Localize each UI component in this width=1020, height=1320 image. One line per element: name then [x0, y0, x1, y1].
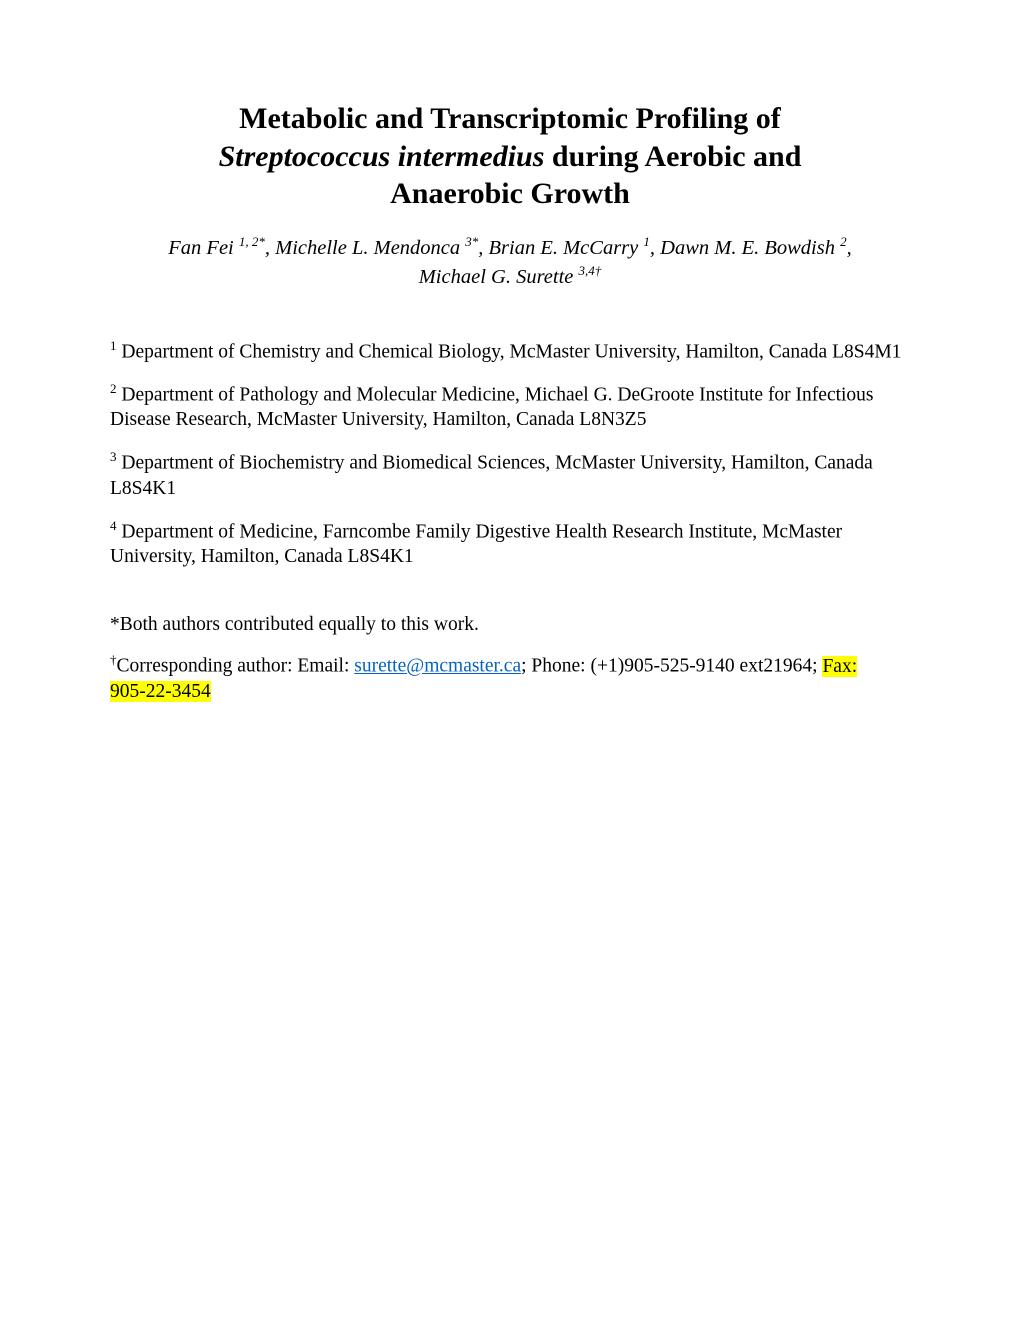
paper-title: Metabolic and Transcriptomic Profiling o…	[110, 100, 910, 213]
affiliation: 1 Department of Chemistry and Chemical B…	[110, 338, 910, 365]
author-sep: ,	[650, 236, 660, 258]
corresponding-email-link[interactable]: surette@mcmaster.ca	[354, 656, 521, 677]
author-affil-sup: 3*	[465, 234, 478, 249]
affil-text: Department of Medicine, Farncombe Family…	[110, 521, 842, 567]
equal-text: Both authors contributed equally to this…	[120, 614, 479, 635]
affil-text: Department of Chemistry and Chemical Bio…	[117, 341, 902, 362]
title-line-3: Anaerobic Growth	[390, 177, 630, 210]
author-name: Michelle L. Mendonca	[275, 236, 465, 258]
author-sep: ,	[265, 236, 275, 258]
affil-text: Department of Biochemistry and Biomedica…	[110, 453, 873, 499]
author-list: Fan Fei 1, 2*, Michelle L. Mendonca 3*, …	[110, 233, 910, 292]
fax-label: Fax:	[822, 656, 857, 677]
author-name: Fan Fei	[168, 236, 239, 258]
author-affil-sup: 1, 2*	[239, 234, 265, 249]
author-sep: ,	[478, 236, 488, 258]
spacer	[110, 586, 910, 614]
corresponding-author-note: †Corresponding author: Email: surette@mc…	[110, 652, 910, 704]
author-name: Michael G. Surette	[419, 266, 579, 288]
equal-star: *	[110, 614, 120, 635]
title-line-1: Metabolic and Transcriptomic Profiling o…	[239, 102, 781, 135]
author-sep: ,	[847, 236, 852, 258]
author-name: Dawn M. E. Bowdish	[660, 236, 840, 258]
equal-contribution-note: *Both authors contributed equally to thi…	[110, 614, 910, 636]
corresp-prefix: Corresponding author: Email:	[117, 656, 355, 677]
author-affil-sup: 3,4†	[579, 263, 602, 278]
fax-number: 905-22-3454	[110, 681, 211, 702]
title-line-2-rest: during Aerobic and	[544, 140, 801, 173]
title-species: Streptococcus intermedius	[219, 140, 545, 173]
affil-text: Department of Pathology and Molecular Me…	[110, 384, 874, 430]
author-name: Brian E. McCarry	[489, 236, 644, 258]
affiliation: 4 Department of Medicine, Farncombe Fami…	[110, 518, 910, 570]
corresp-mid: ; Phone: (+1)905-525-9140 ext21964;	[521, 656, 822, 677]
fax-highlight: Fax:	[822, 656, 857, 677]
affiliation: 3 Department of Biochemistry and Biomedi…	[110, 449, 910, 501]
affiliation: 2 Department of Pathology and Molecular …	[110, 381, 910, 433]
fax-highlight: 905-22-3454	[110, 681, 211, 702]
paper-page: Metabolic and Transcriptomic Profiling o…	[0, 0, 1020, 705]
